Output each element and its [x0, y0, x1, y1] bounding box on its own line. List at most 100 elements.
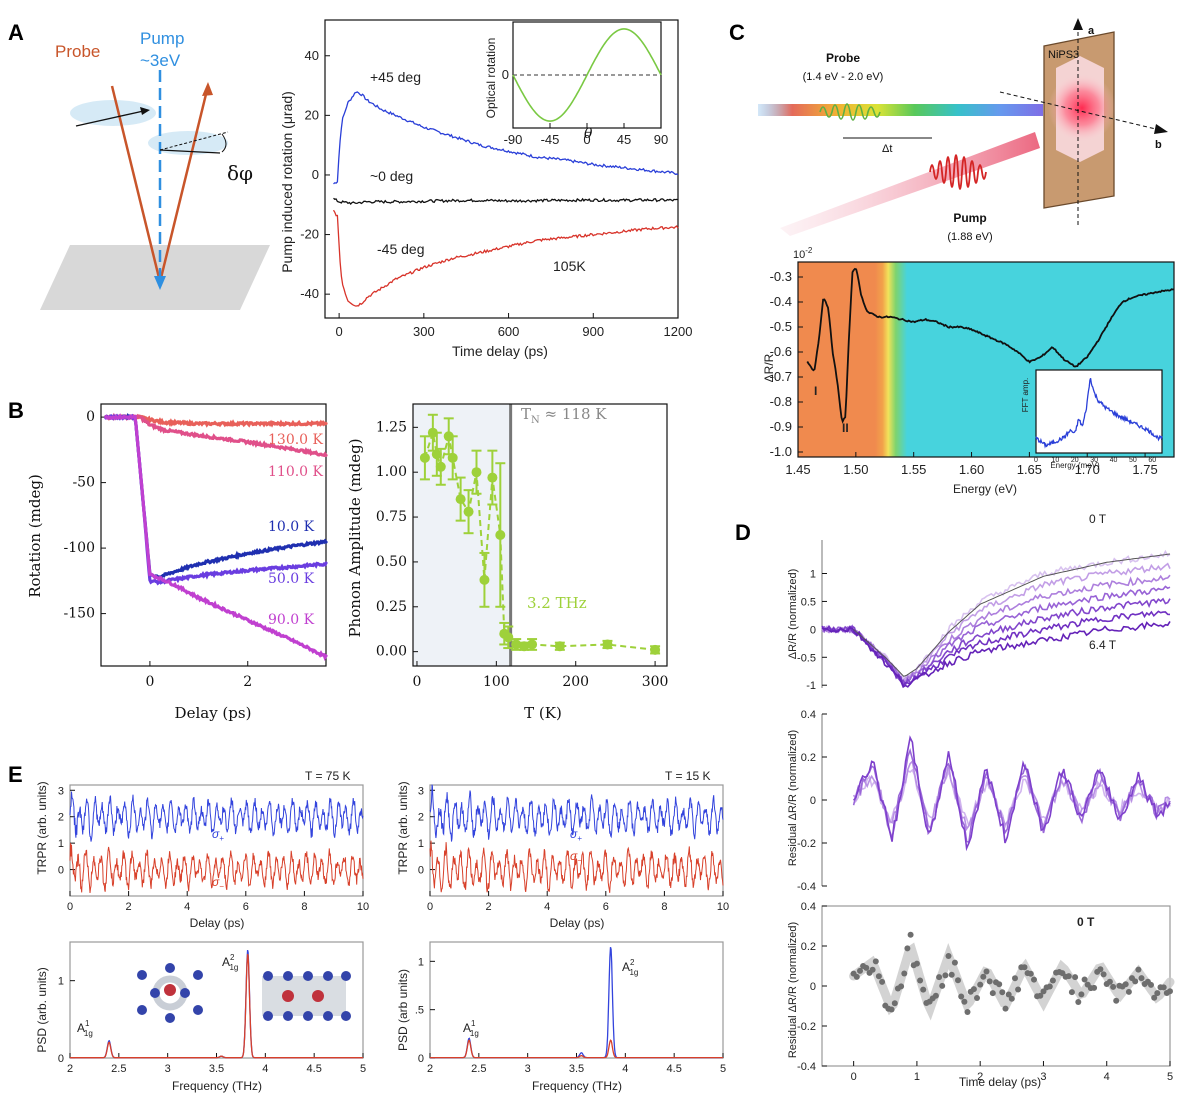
x-tick-label: -90	[504, 132, 523, 147]
e-right-peak2-label: A2 1g	[622, 958, 638, 977]
a-inset-xlabel: θ	[584, 126, 593, 142]
b-right-ylabel: Phonon Amplitude (mdeg)	[346, 438, 364, 637]
x-tick-label: 600	[498, 324, 520, 339]
y-tick-label: 1.25	[376, 419, 407, 435]
a-label-temperature: 105K	[553, 258, 586, 274]
x-tick-label: 300	[642, 674, 669, 690]
series-line-900K	[104, 413, 328, 662]
data-point	[1002, 1005, 1009, 1012]
data-point	[891, 1000, 898, 1007]
x-tick-label: 4	[262, 1063, 268, 1075]
data-point	[1160, 984, 1167, 991]
data-point	[1110, 983, 1117, 990]
y-tick-label: -0.5	[770, 319, 792, 334]
axis-a-arrow	[1073, 18, 1083, 30]
c-main-xlabel: Energy (eV)	[953, 482, 1017, 496]
c-pump-energy: (1.88 eV)	[947, 231, 992, 243]
x-tick-label: 900	[582, 324, 604, 339]
chart-b-left: 0 2 0 -50 -100 -150	[64, 403, 328, 690]
a-inset-ylabel: Optical rotation	[484, 38, 498, 119]
e-left-top-xlabel: Delay (ps)	[190, 916, 245, 930]
x-tick-label: 90	[654, 132, 668, 147]
data-point	[999, 989, 1006, 996]
a-label-minus45: -45 deg	[377, 241, 424, 257]
lattice-slab	[262, 976, 346, 1016]
b-legend-10k: 10.0 K	[268, 519, 315, 535]
data-point	[1138, 975, 1145, 982]
y-tick-label: 0.2	[801, 752, 816, 764]
series-line-sigma-minus	[69, 843, 364, 894]
fit-band	[849, 942, 1175, 1021]
data-point	[1125, 988, 1132, 995]
atom-blue	[150, 988, 160, 998]
data-point	[1075, 999, 1082, 1005]
data-point	[1046, 983, 1053, 990]
data-point	[901, 970, 908, 977]
probe-polarization-ellipse	[70, 100, 156, 126]
x-tick-label: 4	[184, 901, 190, 913]
x-tick-label: 0	[1034, 457, 1038, 464]
reference-line	[159, 131, 229, 151]
data-point	[857, 967, 863, 974]
d-bottom-field: 0 T	[1077, 915, 1095, 929]
data-point	[487, 472, 498, 483]
x-tick-label: 0	[851, 1071, 857, 1083]
x-tick-label: 200	[562, 674, 589, 690]
data-point	[875, 973, 882, 980]
y-tick-label: 3	[418, 785, 424, 797]
atom-blue	[303, 971, 313, 981]
data-point	[1154, 990, 1161, 997]
y-tick-label: 1	[58, 838, 64, 850]
data-point	[1135, 966, 1142, 973]
data-point	[1148, 981, 1154, 988]
x-tick-label: 10	[357, 901, 369, 913]
y-tick-label: 0	[810, 795, 816, 807]
data-point	[1091, 984, 1098, 991]
y-tick-label: 0.50	[376, 554, 407, 570]
axis-b-arrow	[1154, 124, 1168, 134]
x-tick-label: 3	[1040, 1071, 1046, 1083]
x-tick-label: 2	[427, 1063, 433, 1075]
y-tick-label: -0.7	[770, 369, 792, 384]
series-line-field-6	[821, 620, 1171, 689]
data-point	[1037, 992, 1044, 999]
data-point	[1151, 994, 1158, 1001]
data-point	[932, 992, 939, 999]
plot-frame	[1035, 369, 1163, 454]
atom-blue	[193, 1005, 203, 1015]
data-point	[945, 953, 952, 959]
y-tick-label: 2	[58, 812, 64, 824]
y-tick-label: 0	[810, 624, 816, 636]
data-point	[554, 641, 565, 652]
x-tick-label: -45	[541, 132, 560, 147]
data-point	[1097, 966, 1104, 973]
polarization-arrow-head	[140, 107, 150, 115]
residual-line-2	[852, 747, 1171, 844]
probe-beam-in	[110, 85, 162, 283]
plot-frame	[412, 403, 668, 667]
data-point	[463, 506, 474, 517]
data-point	[1078, 991, 1085, 998]
y-tick-label: 0	[418, 1053, 424, 1065]
y-tick-label: -40	[300, 286, 319, 301]
y-tick-label: 0	[312, 167, 319, 182]
residual-line-3	[852, 735, 1171, 852]
atom-red	[312, 990, 324, 1002]
a-label-plus45: +45 deg	[370, 69, 421, 85]
y-tick-label: .5	[415, 1005, 424, 1017]
d-bottom-xlabel: Time delay (ps)	[959, 1075, 1041, 1089]
data-point	[1005, 991, 1012, 998]
data-point	[983, 968, 990, 975]
c-probe-label: Probe	[826, 51, 860, 65]
a-label-zero: ~0 deg	[370, 168, 413, 184]
b-legend-130k: 130.0 K	[268, 432, 324, 448]
y-tick-label: -0.2	[797, 1021, 816, 1033]
x-tick-label: 40	[1110, 457, 1118, 464]
y-tick-label: 1	[418, 838, 424, 850]
data-point	[1106, 978, 1113, 985]
series-line-45deg	[332, 209, 679, 307]
y-tick-label: -0.2	[797, 838, 816, 850]
chart-d-top: 1 0.5 0 -0.5 -1	[797, 540, 1171, 692]
atom-blue	[165, 963, 175, 973]
